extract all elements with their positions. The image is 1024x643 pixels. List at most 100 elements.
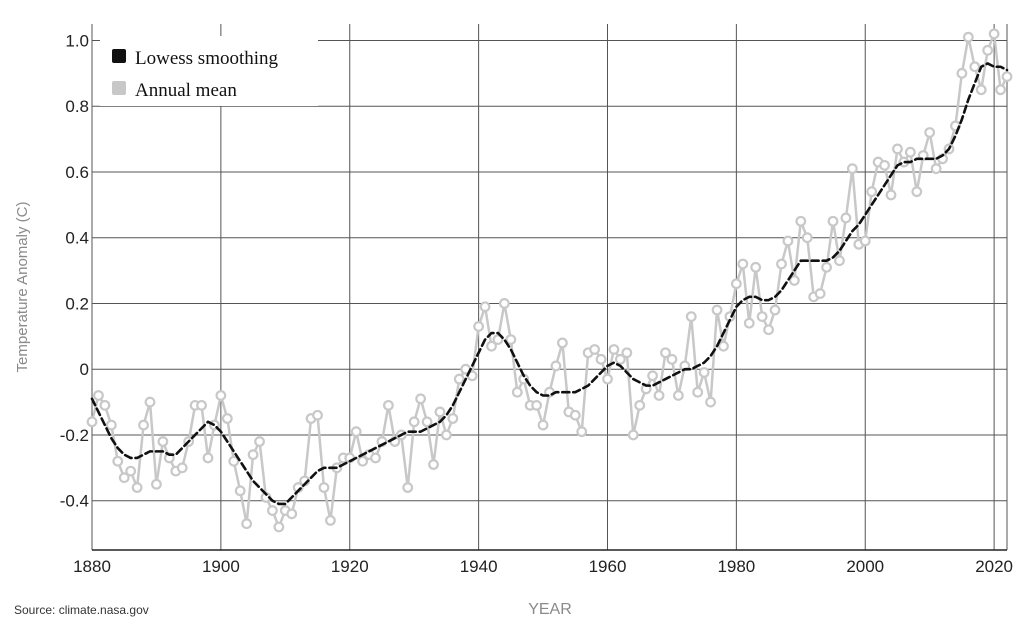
x-tick-label: 1960 — [589, 557, 627, 576]
annual-mean-point — [924, 127, 936, 138]
annual-mean-point — [383, 399, 394, 411]
annual-mean-point — [144, 396, 156, 408]
annual-mean-point — [846, 163, 858, 175]
annual-mean-point — [737, 258, 749, 270]
y-axis-title: Temperature Anomaly (C) — [14, 202, 31, 373]
x-tick-label: 1980 — [717, 557, 755, 576]
annual-mean-point — [473, 321, 485, 332]
annual-mean-point — [228, 455, 240, 467]
annual-mean-point — [196, 399, 207, 411]
annual-mean-point — [550, 360, 562, 372]
annual-mean-point — [962, 31, 974, 43]
annual-mean-point — [453, 373, 465, 385]
annual-mean-point — [176, 462, 188, 474]
annual-mean-point — [312, 409, 323, 421]
annual-mean-point — [498, 298, 510, 309]
annual-mean-point — [602, 373, 613, 385]
legend-swatch-lowess — [112, 49, 126, 63]
y-tick-label: 0.2 — [65, 294, 89, 313]
annual-mean-point — [904, 146, 916, 158]
annual-mean-point — [814, 288, 826, 299]
annual-mean-point — [486, 340, 497, 352]
legend-label-lowess: Lowess smoothing — [135, 48, 279, 69]
annual-mean-point — [730, 278, 742, 290]
annual-mean-point — [795, 215, 807, 227]
annual-mean-point — [408, 416, 420, 428]
annual-mean-series — [86, 28, 1013, 533]
annual-mean-point — [995, 84, 1006, 96]
x-tick-label: 1940 — [460, 557, 498, 576]
annual-mean-point — [531, 399, 543, 411]
annual-mean-point — [447, 413, 459, 424]
annual-mean-point — [743, 317, 755, 329]
annual-mean-point — [834, 255, 845, 267]
annual-mean-point — [505, 334, 517, 346]
annual-mean-point — [325, 515, 336, 526]
y-tick-label: 1.0 — [65, 31, 89, 50]
annual-mean-point — [647, 370, 658, 382]
annual-mean-point — [556, 337, 568, 349]
annual-mean-point — [118, 472, 130, 484]
x-tick-label: 1900 — [202, 557, 240, 576]
annual-mean-point — [234, 485, 246, 497]
annual-mean-point — [782, 235, 794, 247]
annual-mean-point — [254, 436, 265, 447]
annual-mean-point — [621, 347, 633, 359]
lowess-smoothing-line — [90, 62, 1009, 506]
annual-mean-point — [956, 67, 968, 79]
legend-swatch-annual — [112, 81, 126, 95]
annual-mean-point — [763, 324, 774, 336]
annual-mean-point — [125, 465, 137, 477]
x-axis-ticks: 1880 1900 1920 1940 1960 1980 2000 2020 — [73, 557, 1013, 576]
annual-mean-point — [350, 426, 362, 438]
annual-mean-point — [614, 353, 626, 365]
legend-label-annual: Annual mean — [135, 80, 237, 101]
annual-mean-point — [892, 143, 903, 155]
y-tick-label: 0.8 — [65, 97, 89, 116]
x-axis-title: YEAR — [528, 601, 572, 618]
annual-mean-point — [318, 482, 330, 493]
annual-mean-point — [247, 449, 259, 461]
annual-mean-point — [267, 505, 278, 516]
annual-mean-point — [705, 396, 716, 408]
annual-mean-point — [666, 353, 678, 365]
annual-mean-point — [672, 390, 684, 401]
y-tick-label: 0 — [80, 360, 89, 379]
y-axis-ticks: -0.4 -0.2 0 0.2 0.4 0.6 0.8 1.0 — [60, 31, 89, 510]
annual-mean-point — [112, 455, 124, 467]
annual-mean-point — [434, 406, 446, 418]
legend-background — [100, 36, 318, 106]
annual-mean-point — [827, 215, 839, 227]
annual-mean-point — [402, 482, 414, 493]
annual-mean-point — [692, 386, 704, 398]
annual-mean-point — [879, 159, 890, 171]
annual-mean-point — [718, 340, 729, 352]
annual-mean-point — [415, 393, 427, 405]
annual-mean-point — [151, 478, 162, 490]
annual-mean-point — [866, 186, 878, 198]
annual-mean-point — [286, 508, 298, 520]
annual-mean-point — [221, 413, 233, 424]
annual-mean-point — [569, 409, 581, 421]
annual-mean-point — [776, 258, 787, 270]
annual-mean-point — [698, 367, 710, 378]
annual-mean-point — [105, 419, 117, 431]
annual-mean-point — [911, 186, 923, 198]
annual-mean-point — [441, 429, 452, 441]
annual-mean-point — [885, 189, 897, 201]
annual-mean-point — [969, 61, 981, 73]
annual-mean-point — [660, 347, 671, 359]
annual-mean-point — [576, 426, 588, 438]
y-tick-label: -0.4 — [60, 492, 89, 511]
grid — [91, 24, 1008, 551]
annual-mean-point — [801, 232, 813, 244]
annual-mean-point — [788, 275, 800, 286]
annual-mean-point — [99, 399, 111, 411]
annual-mean-point — [859, 235, 871, 247]
annual-mean-point — [138, 419, 149, 431]
annual-mean-point — [685, 311, 697, 322]
annual-mean-point — [537, 419, 549, 431]
y-tick-label: 0.4 — [65, 229, 89, 248]
annual-mean-point — [370, 452, 381, 464]
